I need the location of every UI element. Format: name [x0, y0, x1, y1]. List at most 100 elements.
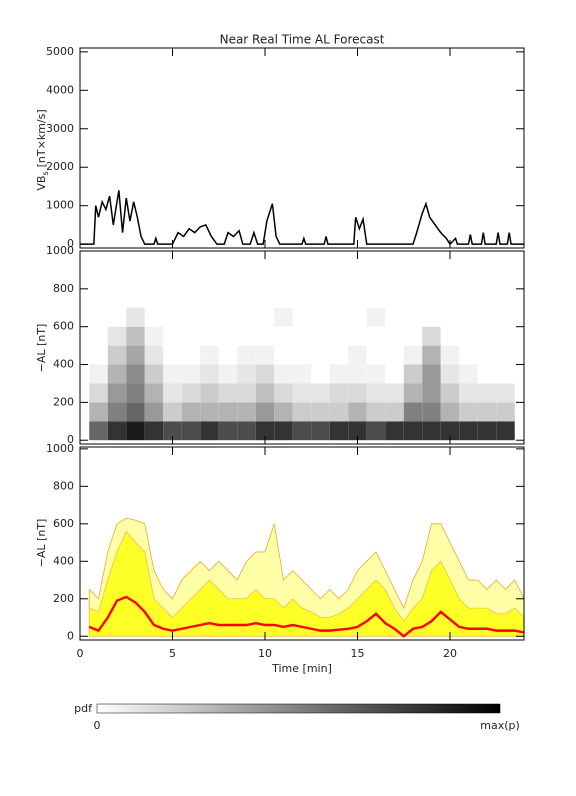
heatmap-cell — [200, 326, 219, 346]
heatmap-cell — [89, 307, 108, 327]
plot-frame — [79, 446, 525, 641]
heatmap-cell — [218, 364, 238, 384]
heatmap-cell — [348, 364, 367, 384]
band-area — [88, 530, 525, 637]
heatmap-cell — [163, 307, 182, 327]
heatmap-cell — [292, 383, 312, 403]
heatmap-cell — [348, 307, 367, 327]
heatmap-cell — [144, 421, 164, 441]
heatmap-cell — [459, 345, 478, 365]
heatmap-cell — [107, 345, 127, 365]
heatmap-cell — [422, 402, 441, 422]
heatmap-cell — [107, 383, 127, 403]
heatmap-cell — [385, 402, 404, 422]
heatmap-cell — [385, 383, 404, 403]
heatmap-cell — [348, 421, 367, 441]
x-tick-label: 15 — [351, 647, 365, 660]
heatmap-cell — [496, 307, 515, 327]
heatmap-cell — [126, 345, 145, 365]
heatmap-cell — [329, 307, 349, 327]
y-tick-label: 0 — [67, 433, 74, 446]
heatmap-cell — [144, 402, 164, 422]
heatmap-cell — [366, 307, 386, 327]
y-tick-label: 0 — [67, 629, 74, 642]
heatmap-cell — [477, 345, 497, 365]
heatmap-cell — [181, 421, 201, 441]
heatmap-cell — [163, 402, 182, 422]
heatmap-cell — [89, 326, 108, 346]
heatmap-cell — [348, 345, 367, 365]
heatmap-cell — [181, 345, 201, 365]
heatmap-cell — [459, 421, 478, 441]
heatmap-cell — [274, 345, 293, 365]
heatmap-cell — [329, 402, 349, 422]
heatmap-cell — [218, 307, 238, 327]
heatmap-cell — [255, 383, 275, 403]
heatmap-cell — [385, 421, 404, 441]
heatmap-cell — [366, 383, 386, 403]
y-tick-label: 400 — [53, 554, 74, 567]
heatmap-cell — [329, 383, 349, 403]
heatmap-cell — [163, 326, 182, 346]
heatmap-cell — [200, 307, 219, 327]
heatmap-cell — [200, 345, 219, 365]
colorbar — [96, 703, 501, 714]
heatmap-cell — [459, 402, 478, 422]
heatmap-cell — [237, 326, 256, 346]
heatmap-cell — [255, 402, 275, 422]
heatmap-cell — [459, 307, 478, 327]
y-tick-label: 5000 — [46, 45, 74, 58]
heatmap-cell — [496, 421, 515, 441]
heatmap-cell — [292, 307, 312, 327]
heatmap-cell — [218, 421, 238, 441]
heatmap-cell — [403, 402, 423, 422]
heatmap-cell — [237, 421, 256, 441]
heatmap-cell — [126, 421, 145, 441]
heatmap-cell — [311, 307, 330, 327]
heatmap-cell — [422, 345, 441, 365]
heatmap-cell — [181, 364, 201, 384]
heatmap-cell — [311, 345, 330, 365]
heatmap-cell — [459, 383, 478, 403]
x-tick-label: 5 — [169, 647, 176, 660]
colorbar-max-label: max(p) — [480, 719, 520, 732]
heatmap-cell — [126, 383, 145, 403]
plot-frame — [79, 250, 525, 445]
heatmap-cell — [440, 326, 460, 346]
heatmap-cell — [477, 326, 497, 346]
heatmap-cell — [403, 326, 423, 346]
chart-title: Near Real Time AL Forecast — [220, 33, 385, 47]
heatmap-cell — [348, 383, 367, 403]
y-tick-label: 1000 — [46, 199, 74, 212]
heatmap-cell — [477, 364, 497, 384]
heatmap-cell — [403, 345, 423, 365]
heatmap-cell — [292, 364, 312, 384]
heatmap-cell — [348, 402, 367, 422]
heatmap-cell — [403, 364, 423, 384]
heatmap-cell — [422, 364, 441, 384]
heatmap-cell — [403, 307, 423, 327]
heatmap-cell — [255, 421, 275, 441]
heatmap-cell — [422, 421, 441, 441]
heatmap-cell — [237, 345, 256, 365]
heatmap-cell — [144, 383, 164, 403]
heatmap-cell — [107, 364, 127, 384]
x-tick-label: 20 — [443, 647, 457, 660]
heatmap-cell — [292, 345, 312, 365]
y-tick-label: 800 — [53, 479, 74, 492]
y-tick-label: 4000 — [46, 83, 74, 96]
heatmap-cell — [496, 402, 515, 422]
heatmap-cell — [311, 383, 330, 403]
heatmap-cell — [163, 364, 182, 384]
y-tick-label: 200 — [53, 592, 74, 605]
heatmap-cell — [329, 326, 349, 346]
heatmap-cell — [89, 364, 108, 384]
heatmap-cell — [366, 326, 386, 346]
heatmap-cell — [237, 307, 256, 327]
heatmap-cell — [385, 345, 404, 365]
heatmap-cell — [107, 402, 127, 422]
heatmap-cell — [385, 326, 404, 346]
heatmap-cell — [89, 383, 108, 403]
heatmap-cell — [274, 402, 293, 422]
